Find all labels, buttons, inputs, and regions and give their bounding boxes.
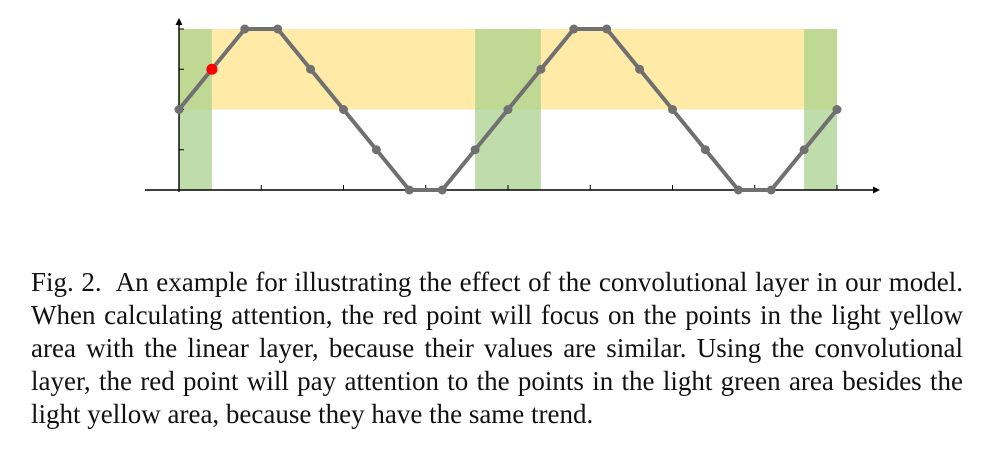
green-band-0 — [179, 29, 212, 190]
data-point-7 — [404, 185, 414, 195]
data-point-4 — [306, 64, 316, 74]
figure-chart — [145, 18, 880, 195]
data-point-2 — [240, 24, 250, 34]
data-point-5 — [339, 105, 348, 114]
data-point-11 — [536, 64, 546, 74]
y-axis-arrow — [175, 18, 183, 25]
data-point-19 — [799, 145, 809, 155]
figure-caption: Fig. 2. An example for illustrating the e… — [31, 266, 963, 431]
bands-layer — [179, 29, 837, 190]
caption-text: An example for illustrating the effect o… — [31, 267, 963, 429]
data-point-15 — [668, 105, 677, 114]
data-point-18 — [766, 185, 776, 195]
data-point-9 — [470, 145, 480, 155]
series-layer — [174, 24, 842, 195]
caption-label: Fig. 2. — [31, 267, 102, 297]
data-point-14 — [635, 64, 645, 74]
x-axis-arrow — [873, 186, 880, 194]
data-point-17 — [733, 185, 743, 195]
data-point-13 — [602, 24, 612, 34]
data-point-8 — [437, 185, 447, 195]
data-point-3 — [273, 24, 283, 34]
data-point-16 — [700, 145, 710, 155]
data-point-12 — [569, 24, 579, 34]
green-band-2 — [804, 29, 837, 190]
data-point-20 — [832, 105, 842, 114]
data-point-6 — [371, 145, 381, 155]
data-point-0 — [174, 105, 184, 114]
highlight-point — [206, 63, 218, 75]
data-point-10 — [503, 105, 513, 114]
